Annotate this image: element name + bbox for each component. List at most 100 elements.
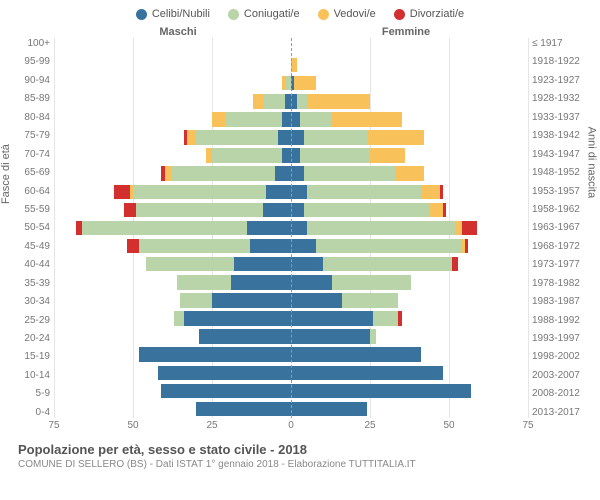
- bar-segment: [291, 329, 370, 343]
- bar-segment: [332, 275, 411, 289]
- male-half: [54, 58, 291, 72]
- female-half: [291, 311, 528, 325]
- birth-label: 2008-2012: [532, 388, 586, 399]
- bar-segment: [146, 257, 234, 271]
- female-half: [291, 203, 528, 217]
- bar-segment: [443, 203, 446, 217]
- age-label: 75-79: [14, 130, 50, 141]
- bar-segment: [307, 221, 456, 235]
- bar-segment: [196, 402, 291, 416]
- birth-label: 1953-1957: [532, 186, 586, 197]
- birth-label: 1978-1982: [532, 278, 586, 289]
- bar-segment: [266, 185, 291, 199]
- female-half: [291, 366, 528, 380]
- bar-segment: [291, 112, 300, 126]
- bar-segment: [291, 239, 316, 253]
- bar-segment: [332, 112, 402, 126]
- age-label: 30-34: [14, 296, 50, 307]
- bar-segment: [291, 347, 421, 361]
- chart-title: Popolazione per età, sesso e stato civil…: [18, 442, 590, 457]
- male-half: [54, 366, 291, 380]
- bar-segment: [250, 239, 291, 253]
- yaxis-right-label: Anni di nascita: [586, 127, 598, 199]
- bar-segment: [294, 76, 316, 90]
- chart-subtitle: COMUNE DI SELLERO (BS) - Dati ISTAT 1° g…: [18, 459, 590, 470]
- female-half: [291, 166, 528, 180]
- xaxis-tick: 75: [48, 420, 59, 431]
- birth-label: ≤ 1917: [532, 38, 586, 49]
- bar-segment: [373, 311, 398, 325]
- bar-segment: [177, 275, 231, 289]
- bar-segment: [212, 148, 282, 162]
- male-half: [54, 275, 291, 289]
- male-half: [54, 148, 291, 162]
- legend-item: Divorziati/e: [394, 8, 464, 20]
- bar-segment: [297, 94, 306, 108]
- bar-segment: [291, 221, 307, 235]
- female-half: [291, 384, 528, 398]
- female-half: [291, 239, 528, 253]
- bar-segment: [127, 239, 140, 253]
- male-half: [54, 384, 291, 398]
- bar-segment: [291, 257, 323, 271]
- bar-segment: [307, 185, 421, 199]
- bar-segment: [234, 257, 291, 271]
- bar-segment: [158, 366, 291, 380]
- legend-label: Vedovi/e: [334, 8, 376, 20]
- female-half: [291, 347, 528, 361]
- legend-swatch: [318, 9, 329, 20]
- bar-segment: [253, 94, 262, 108]
- female-half: [291, 221, 528, 235]
- bar-segment: [212, 293, 291, 307]
- male-half: [54, 185, 291, 199]
- female-half: [291, 148, 528, 162]
- chart-area: Fasce di età Anni di nascita 100+95-9990…: [10, 38, 590, 418]
- birth-label: 1928-1932: [532, 93, 586, 104]
- bar-segment: [316, 239, 461, 253]
- xaxis-tick: 25: [206, 420, 217, 431]
- birth-label: 1973-1977: [532, 259, 586, 270]
- legend-item: Celibi/Nubili: [136, 8, 210, 20]
- bar-segment: [452, 257, 458, 271]
- bars-area: [54, 38, 528, 418]
- age-label: 60-64: [14, 186, 50, 197]
- age-label: 5-9: [14, 388, 50, 399]
- female-half: [291, 329, 528, 343]
- female-half: [291, 293, 528, 307]
- age-label: 50-54: [14, 222, 50, 233]
- bar-segment: [291, 203, 304, 217]
- xaxis-tick: 0: [288, 420, 294, 431]
- bar-segment: [370, 148, 405, 162]
- age-label: 85-89: [14, 93, 50, 104]
- male-half: [54, 221, 291, 235]
- bar-segment: [370, 329, 376, 343]
- header-female: Femmine: [292, 26, 590, 38]
- bar-segment: [136, 203, 262, 217]
- bar-segment: [367, 130, 424, 144]
- bar-segment: [300, 148, 370, 162]
- female-half: [291, 130, 528, 144]
- male-half: [54, 293, 291, 307]
- bar-segment: [465, 239, 468, 253]
- female-half: [291, 76, 528, 90]
- bar-segment: [398, 311, 401, 325]
- bar-segment: [231, 275, 291, 289]
- birth-label: 1998-2002: [532, 351, 586, 362]
- bar-segment: [278, 130, 291, 144]
- legend-item: Coniugati/e: [228, 8, 300, 20]
- bar-segment: [139, 239, 250, 253]
- male-half: [54, 166, 291, 180]
- bar-segment: [263, 203, 291, 217]
- birth-label: 2013-2017: [532, 407, 586, 418]
- bar-segment: [114, 185, 130, 199]
- bar-segment: [225, 112, 282, 126]
- male-half: [54, 329, 291, 343]
- birth-label: 1983-1987: [532, 296, 586, 307]
- center-line: [291, 38, 292, 418]
- birth-label: 1923-1927: [532, 75, 586, 86]
- bar-segment: [291, 366, 443, 380]
- bar-segment: [307, 94, 370, 108]
- bar-segment: [291, 166, 304, 180]
- birth-label: 2003-2007: [532, 370, 586, 381]
- birth-label: 1943-1947: [532, 149, 586, 160]
